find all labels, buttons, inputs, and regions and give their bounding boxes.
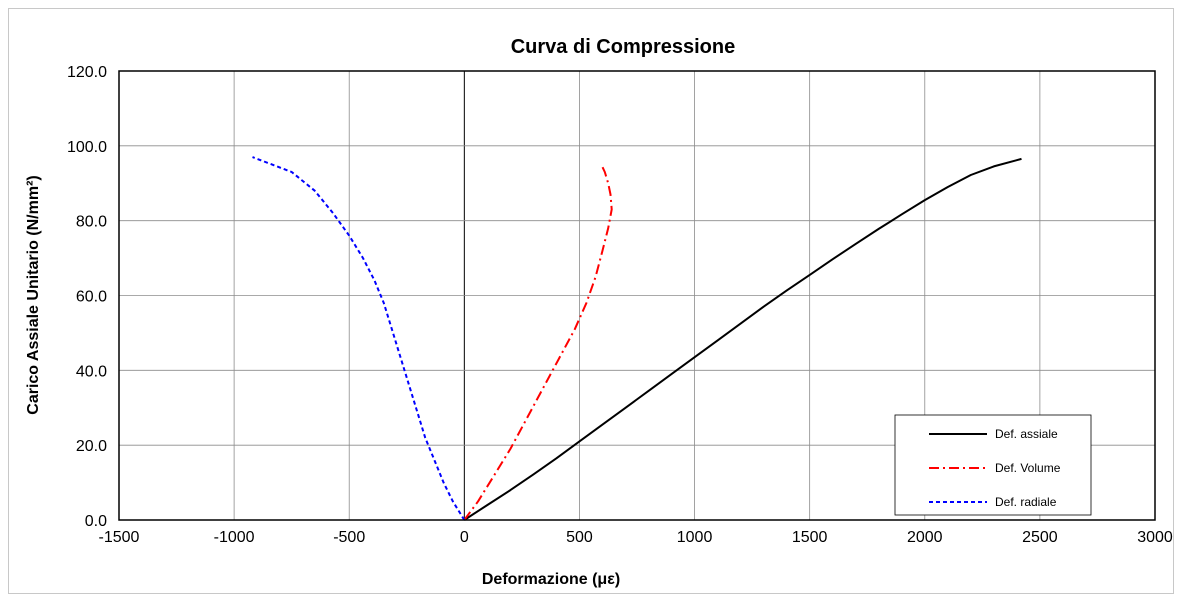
legend-label-2: Def. Volume <box>995 461 1061 475</box>
y-tick-label: 120.0 <box>67 64 107 81</box>
series-line-2 <box>463 164 613 521</box>
x-tick-label: -500 <box>333 529 365 546</box>
x-tick-label: 2500 <box>1022 529 1058 546</box>
x-tick-label: 2000 <box>907 529 943 546</box>
y-axis-title: Carico Assiale Unitario (N/mm²) <box>25 175 42 414</box>
series-line-1 <box>463 157 1022 521</box>
y-tick-label: 80.0 <box>76 214 107 231</box>
x-tick-label: 1000 <box>677 529 713 546</box>
y-tick-label: 20.0 <box>76 438 107 455</box>
legend: Def. assiale Def. Volume Def. radiale <box>894 414 1092 516</box>
x-axis-title: Deformazione (με) <box>482 571 620 588</box>
series-line-3 <box>252 156 466 521</box>
plot-border <box>118 70 1156 521</box>
y-tick-labels: 0.0 20.0 40.0 60.0 80.0 100.0 120.0 <box>67 64 107 530</box>
legend-label-1: Def. assiale <box>995 427 1058 441</box>
y-tick-label: 0.0 <box>85 513 107 530</box>
x-tick-label: 0 <box>460 529 469 546</box>
chart-svg: Curva di Compressione -1500 -1000 -500 0 500… <box>25 36 1173 588</box>
x-tick-labels: -1500 -1000 -500 0 500 1000 1500 2000 2500 3000 <box>99 529 1173 546</box>
y-tick-label: 40.0 <box>76 363 107 380</box>
legend-label-3: Def. radiale <box>995 495 1057 509</box>
series-layer <box>252 156 1022 521</box>
x-tick-label: 3000 <box>1137 529 1173 546</box>
chart-frame: Curva di Compressione -1500 -1000 -500 0 500… <box>8 8 1174 594</box>
y-tick-label: 60.0 <box>76 289 107 306</box>
legend-box <box>894 414 1092 516</box>
x-tick-label: -1500 <box>99 529 140 546</box>
y-tick-label: 100.0 <box>67 139 107 156</box>
x-tick-label: -1000 <box>214 529 255 546</box>
x-tick-label: 500 <box>566 529 593 546</box>
x-tick-label: 1500 <box>792 529 828 546</box>
chart-title: Curva di Compressione <box>511 36 736 58</box>
